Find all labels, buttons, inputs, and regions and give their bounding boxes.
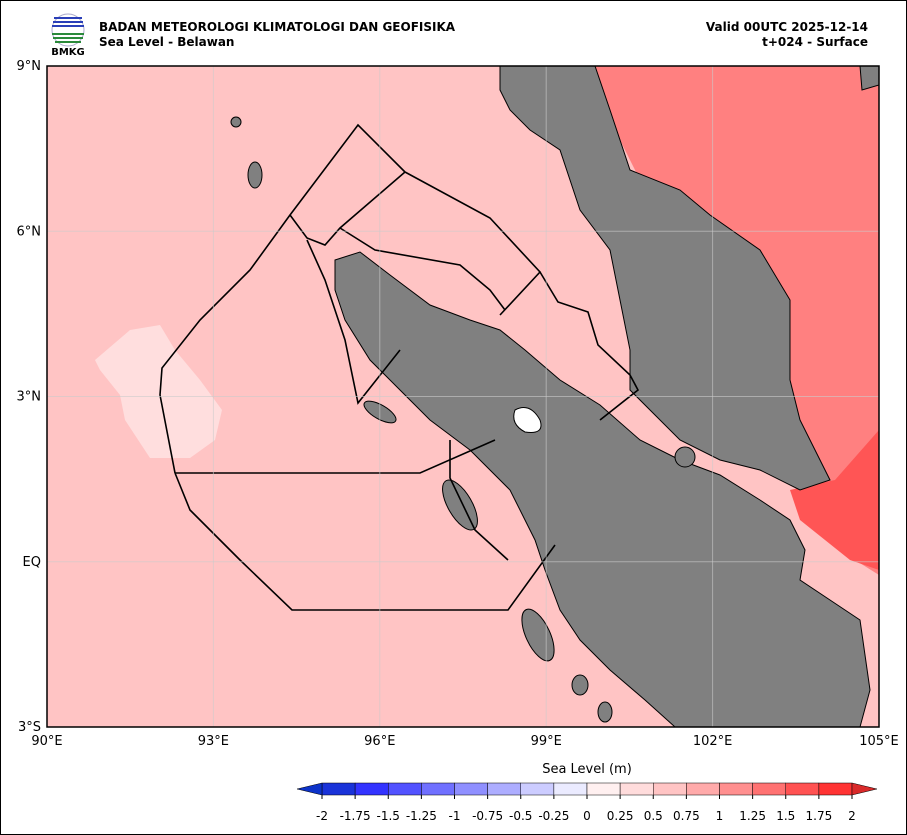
boundary bbox=[404, 171, 542, 316]
boundary bbox=[159, 123, 406, 474]
land-borneo bbox=[859, 66, 879, 91]
boundary bbox=[539, 271, 640, 421]
forecast-step: t+024 - Surface bbox=[762, 35, 868, 49]
colorbar-segment bbox=[421, 782, 455, 796]
colorbar-tick-label: -1 bbox=[449, 809, 461, 823]
boundary bbox=[449, 440, 509, 561]
map-frame bbox=[46, 65, 880, 728]
colorbar-tick-label: -0.25 bbox=[538, 809, 569, 823]
boundary bbox=[339, 227, 506, 311]
colorbar-tick-label: 1.75 bbox=[806, 809, 833, 823]
colorbar-tick-label: 1 bbox=[716, 809, 724, 823]
lake-toba bbox=[513, 407, 542, 433]
colorbar-segment bbox=[752, 782, 786, 796]
x-tick-label: 90°E bbox=[31, 734, 62, 749]
colorbar-tick-label: 0.25 bbox=[607, 809, 634, 823]
colorbar-tick-label: 1.5 bbox=[776, 809, 795, 823]
colorbar-segment bbox=[719, 782, 753, 796]
header-title: BADAN METEOROLOGI KLIMATOLOGI DAN GEOFIS… bbox=[99, 20, 456, 34]
colorbar-tick-label: 1.25 bbox=[739, 809, 766, 823]
sea-field-higher bbox=[790, 430, 879, 570]
x-tick-label: 102°E bbox=[693, 734, 733, 749]
boundary bbox=[175, 439, 496, 474]
colorbar-tick-label: -0.5 bbox=[509, 809, 532, 823]
boundary bbox=[289, 171, 406, 246]
colorbar-over bbox=[851, 782, 878, 796]
y-tick-label: 9°N bbox=[17, 59, 42, 74]
colorbar-segment bbox=[785, 782, 820, 796]
colorbar-tick-label: -1.25 bbox=[406, 809, 437, 823]
y-tick-label: 6°N bbox=[17, 224, 42, 239]
colorbar-segment bbox=[388, 782, 422, 796]
logo-text: BMKG bbox=[51, 47, 85, 58]
y-tick-label: 3°N bbox=[17, 390, 42, 405]
header-subtitle: Sea Level - Belawan bbox=[99, 35, 234, 49]
colorbar-label: Sea Level (m) bbox=[542, 762, 632, 777]
island bbox=[674, 446, 696, 468]
colorbar-tick-label: -0.75 bbox=[472, 809, 503, 823]
island bbox=[597, 701, 613, 723]
colorbar-segment bbox=[553, 782, 588, 796]
land-peninsula bbox=[499, 66, 831, 491]
island bbox=[230, 116, 242, 128]
logo bbox=[51, 13, 85, 47]
colorbar-under bbox=[296, 782, 323, 796]
land-sumatra bbox=[334, 251, 871, 727]
boundary bbox=[174, 472, 556, 611]
valid-time: Valid 00UTC 2025-12-14 bbox=[706, 20, 868, 34]
x-tick-label: 105°E bbox=[859, 734, 899, 749]
colorbar-segment bbox=[487, 782, 521, 796]
colorbar-segment bbox=[586, 782, 621, 796]
colorbar-segment bbox=[321, 782, 356, 796]
boundary bbox=[306, 239, 401, 405]
colorbar-tick-label: -1.75 bbox=[340, 809, 371, 823]
y-tick-label: 3°S bbox=[18, 720, 41, 735]
y-tick-label: EQ bbox=[23, 555, 41, 570]
colorbar-segment bbox=[653, 782, 687, 796]
colorbar-segment bbox=[520, 782, 555, 796]
colorbar-tick-label: -1.5 bbox=[377, 809, 400, 823]
colorbar-tick-label: 2 bbox=[848, 809, 856, 823]
colorbar-segment bbox=[454, 782, 488, 796]
colorbar-tick-label: 0 bbox=[583, 809, 591, 823]
colorbar-segment bbox=[818, 782, 853, 796]
x-tick-label: 99°E bbox=[531, 734, 562, 749]
colorbar-segment bbox=[686, 782, 720, 796]
colorbar-tick-label: -2 bbox=[316, 809, 328, 823]
x-tick-label: 96°E bbox=[364, 734, 395, 749]
colorbar-tick-label: 0.5 bbox=[644, 809, 663, 823]
island bbox=[571, 674, 589, 696]
sea-field-low bbox=[95, 325, 222, 458]
colorbar-segment bbox=[354, 782, 389, 796]
x-tick-label: 93°E bbox=[198, 734, 229, 749]
colorbar-segment bbox=[619, 782, 654, 796]
map-field bbox=[47, 66, 879, 727]
colorbar-tick-label: 0.75 bbox=[673, 809, 700, 823]
island bbox=[247, 161, 263, 189]
